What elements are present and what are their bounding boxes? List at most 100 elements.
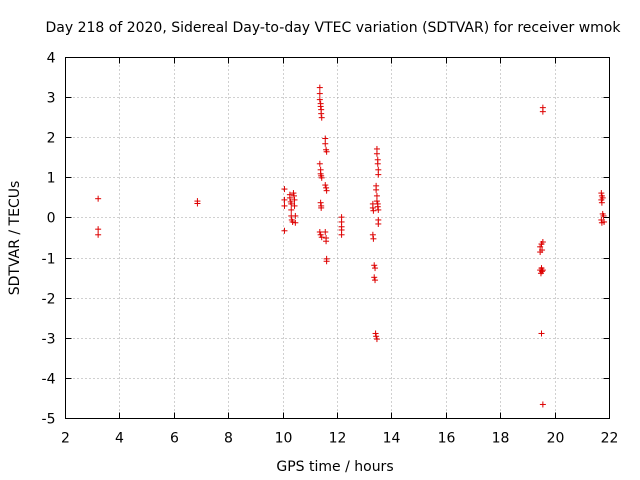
data-point <box>601 218 608 225</box>
y-tick-label: -3 <box>42 332 56 348</box>
data-point <box>281 196 288 203</box>
x-tick-label: 2 <box>61 431 70 447</box>
y-tick-label: 3 <box>47 91 56 107</box>
data-point <box>369 231 376 238</box>
data-point <box>374 160 381 167</box>
data-point <box>316 90 323 97</box>
data-point <box>316 228 323 235</box>
data-point <box>318 110 325 117</box>
data-point <box>317 199 324 206</box>
data-point <box>290 190 297 197</box>
data-point <box>316 84 323 91</box>
x-tick-label: 16 <box>438 431 456 447</box>
data-point <box>323 184 330 191</box>
data-point <box>95 195 102 202</box>
y-tick-label: -4 <box>42 372 56 388</box>
data-point <box>290 192 297 199</box>
x-axis-label: GPS time / hours <box>276 459 393 475</box>
data-point <box>373 192 380 199</box>
x-tick-labels: 2 4 6 8 10 12 14 16 18 20 22 <box>61 431 618 447</box>
data-point <box>322 135 329 142</box>
data-point <box>537 243 544 250</box>
data-point <box>316 96 323 103</box>
data-point <box>291 202 298 209</box>
y-tick-label: -1 <box>42 252 56 268</box>
data-point <box>375 171 382 178</box>
data-point <box>318 114 325 121</box>
data-point <box>374 203 381 210</box>
data-point <box>373 336 380 343</box>
x-tick-label: 10 <box>275 431 293 447</box>
data-point <box>281 186 288 193</box>
chart-title: Day 218 of 2020, Sidereal Day-to-day VTE… <box>46 20 622 36</box>
data-point <box>292 212 299 219</box>
x-tick-label: 12 <box>329 431 347 447</box>
data-point <box>281 202 288 209</box>
data-point <box>539 247 546 254</box>
plot-frame <box>65 57 610 419</box>
data-point <box>539 268 546 275</box>
data-point <box>539 108 546 115</box>
x-tick-label: 20 <box>547 431 565 447</box>
data-point <box>600 212 607 219</box>
y-tick-label: 2 <box>47 131 56 147</box>
data-point <box>369 204 376 211</box>
data-point <box>286 194 293 201</box>
data-point <box>317 103 324 110</box>
data-point <box>322 182 329 189</box>
data-point <box>318 204 325 211</box>
y-tick-label: 1 <box>47 171 56 187</box>
data-point <box>373 333 380 340</box>
data-point <box>322 140 329 147</box>
data-point <box>598 199 605 206</box>
data-point <box>598 196 605 203</box>
x-tick-label: 4 <box>115 431 124 447</box>
grid <box>65 57 610 419</box>
data-point <box>375 220 382 227</box>
data-point <box>288 206 295 213</box>
y-tick-label: 0 <box>47 211 56 227</box>
data-point <box>291 196 298 203</box>
data-points <box>95 84 608 408</box>
data-point <box>292 219 299 226</box>
x-tick-label: 18 <box>492 431 510 447</box>
data-point <box>539 401 546 408</box>
data-point <box>539 267 546 274</box>
data-point <box>194 200 201 207</box>
data-point <box>373 198 380 205</box>
data-point <box>372 330 379 337</box>
data-point <box>598 190 605 197</box>
data-point <box>323 238 330 245</box>
data-point <box>371 274 378 281</box>
x-tick-label: 8 <box>224 431 233 447</box>
y-tick-label: 4 <box>47 51 56 67</box>
data-point <box>322 228 329 235</box>
data-point <box>288 200 295 207</box>
data-point <box>323 148 330 155</box>
data-point <box>539 239 546 246</box>
data-point <box>95 231 102 238</box>
data-point <box>538 330 545 337</box>
x-tick-label: 6 <box>170 431 179 447</box>
data-point <box>373 150 380 157</box>
data-point <box>95 226 102 233</box>
x-tick-label: 22 <box>601 431 619 447</box>
data-point <box>372 265 379 272</box>
data-point <box>370 207 377 214</box>
data-point <box>375 206 382 213</box>
data-point <box>370 235 377 242</box>
data-point <box>371 262 378 269</box>
data-point <box>318 234 325 241</box>
x-tick-label: 14 <box>383 431 401 447</box>
y-tick-label: -5 <box>42 412 56 428</box>
data-point <box>338 231 345 238</box>
y-tick-labels: -5 -4 -3 -2 -1 0 1 2 3 4 <box>42 51 56 428</box>
data-point <box>289 218 296 225</box>
data-point <box>323 187 330 194</box>
data-point <box>318 174 325 181</box>
data-point <box>323 258 330 265</box>
data-point <box>281 227 288 234</box>
data-point <box>372 277 379 284</box>
y-axis-label: SDTVAR / TECUs <box>7 181 23 296</box>
